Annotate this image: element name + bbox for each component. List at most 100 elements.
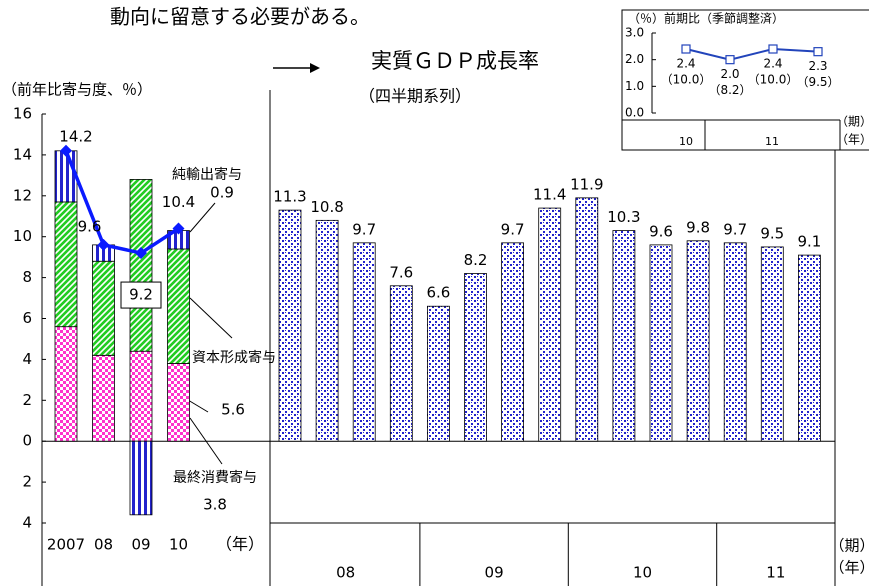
total-line — [64, 150, 180, 255]
bar — [686, 240, 710, 442]
data-label: 9.7 — [352, 220, 376, 238]
x-group-label: 08 — [336, 564, 355, 582]
y-tick-label: 10 — [13, 227, 32, 245]
data-label: 11.3 — [273, 188, 306, 206]
inset-marker — [725, 55, 735, 65]
bar-segment — [54, 326, 78, 442]
y-axis-label: （前年比寄与度、％） — [2, 81, 152, 99]
top-text: 動向に留意する必要がある。 — [110, 5, 370, 29]
data-label: 9.5 — [760, 224, 784, 242]
data-label: 11.4 — [533, 186, 566, 204]
bar-segment — [129, 350, 153, 442]
x-unit-label: （年） — [216, 535, 264, 554]
chart-subtitle: （四半期系列） — [359, 87, 471, 106]
inset-y-tick-label: 3.0 — [625, 26, 644, 40]
period-unit-label: （期） — [829, 537, 869, 555]
y-tick-label: 14 — [13, 145, 32, 163]
y-tick-label: 2 — [22, 473, 32, 491]
inset-marker — [768, 44, 778, 54]
inset-marker — [681, 44, 691, 54]
data-label: 10.3 — [607, 208, 640, 226]
bar — [389, 285, 413, 442]
inset-yoy-label: （10.0） — [661, 73, 712, 87]
bar-segment — [129, 440, 153, 516]
y-tick-label: 12 — [13, 186, 32, 204]
chart-title: 実質ＧＤＰ成長率 — [371, 49, 539, 73]
inset-x-group-label: 10 — [679, 135, 693, 148]
total-marker — [97, 238, 110, 251]
data-label: 10.8 — [310, 198, 343, 216]
y-tick-label: 0 — [22, 432, 32, 450]
y-tick-label: 4 — [22, 514, 32, 532]
annotation-value: 5.6 — [221, 401, 245, 419]
x-group-label: 09 — [485, 564, 504, 582]
bar — [760, 246, 784, 442]
bar — [278, 209, 302, 442]
bar — [649, 244, 673, 442]
data-label: 8.2 — [464, 251, 488, 269]
bar — [612, 230, 636, 442]
bar-segment — [167, 363, 190, 442]
data-label: 11.9 — [570, 175, 603, 193]
arrow-head — [310, 63, 320, 73]
y-tick-label: 2 — [22, 391, 32, 409]
inset-marker — [813, 47, 823, 57]
bar — [538, 207, 562, 442]
data-label: 9.7 — [501, 220, 525, 238]
bar — [315, 219, 339, 442]
leader-line — [187, 399, 209, 413]
annotation-value: 3.8 — [203, 496, 227, 514]
y-tick-label: 16 — [13, 105, 32, 123]
annotation-name: 最終消費寄与 — [173, 470, 257, 486]
bar-segment — [54, 150, 78, 203]
data-label: 9.6 — [649, 222, 673, 240]
inset-y-tick-label: 0.0 — [625, 106, 644, 120]
inset-y-tick-label: 2.0 — [625, 52, 644, 66]
bar-segment — [92, 354, 115, 442]
data-label: 9.8 — [686, 218, 710, 236]
data-label: 10.4 — [162, 193, 195, 211]
bar-segment — [92, 260, 115, 356]
x-group-label: 11 — [766, 564, 785, 582]
data-label: 14.2 — [59, 127, 92, 145]
annotation-name: 純輸出寄与 — [172, 167, 242, 183]
annotation-value: 0.9 — [210, 184, 234, 202]
bar — [723, 242, 747, 442]
annotation-name: 資本形成寄与 — [192, 350, 276, 366]
bar — [464, 273, 487, 442]
x-tick-label: 08 — [94, 536, 113, 554]
bar-segment — [129, 179, 153, 352]
data-label: 7.6 — [389, 263, 413, 281]
data-label: 9.2 — [129, 286, 153, 304]
y-tick-label: 6 — [22, 309, 32, 327]
inset-year-unit: （年） — [836, 133, 869, 147]
inset-title: （％）前期比（季節調整済） — [628, 11, 784, 26]
label-box — [120, 281, 162, 309]
inset-line — [685, 47, 819, 61]
inset-yoy-label: （10.0） — [748, 73, 799, 87]
inset-yoy-label: （9.5） — [796, 75, 839, 89]
data-label: 6.6 — [426, 284, 450, 302]
inset-yoy-label: （8.2） — [708, 83, 751, 97]
bar — [352, 242, 376, 442]
inset-y-tick-label: 1.0 — [625, 79, 644, 93]
y-tick-label: 4 — [22, 350, 32, 368]
bar — [798, 254, 821, 442]
x-group-label: 10 — [633, 564, 652, 582]
leader-line — [189, 202, 216, 233]
bar-segment — [54, 201, 78, 328]
x-tick-label: 09 — [131, 536, 150, 554]
total-marker — [172, 222, 185, 235]
bar — [501, 242, 525, 442]
inset-period-unit: （期） — [836, 115, 869, 129]
total-marker — [60, 144, 72, 157]
inset-data-label: 2.4 — [763, 57, 782, 71]
total-marker — [135, 247, 147, 260]
inset-data-label: 2.3 — [808, 59, 827, 73]
leader-line — [189, 297, 233, 339]
inset-data-label: 2.4 — [676, 57, 695, 71]
inset-x-group-label: 11 — [765, 135, 779, 148]
bar — [575, 197, 599, 442]
inset-frame — [621, 9, 869, 151]
